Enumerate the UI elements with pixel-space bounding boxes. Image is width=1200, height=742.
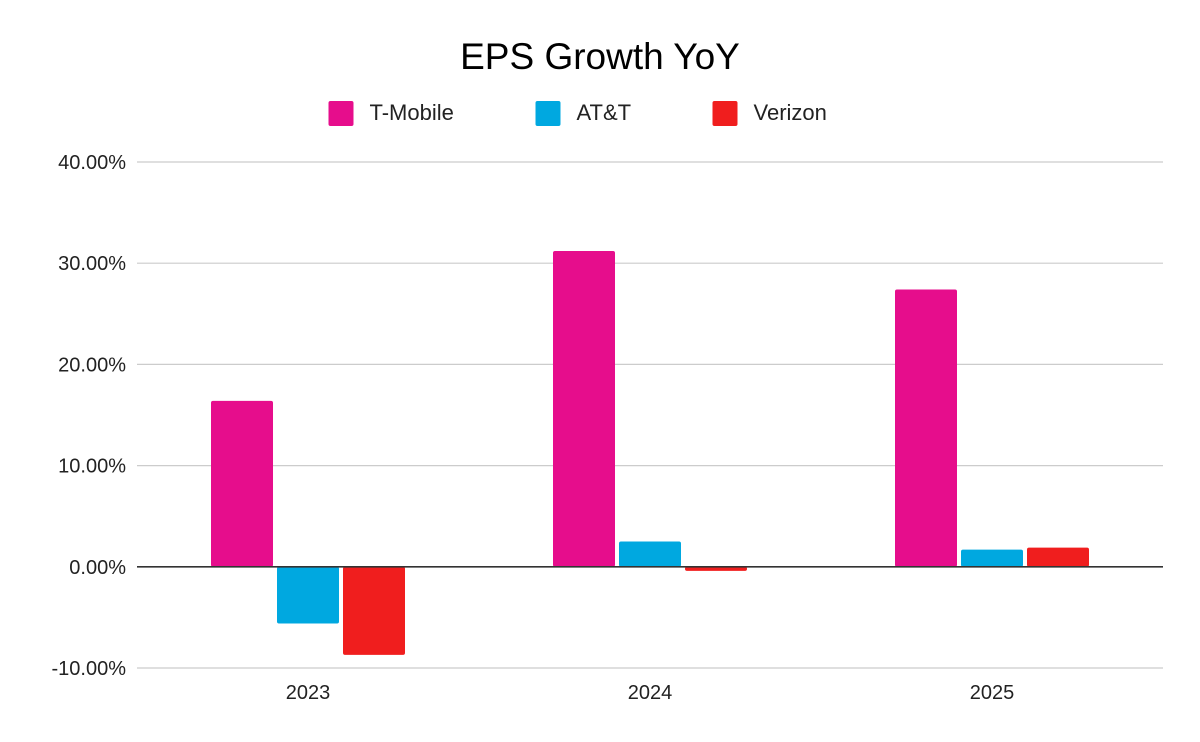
chart-title: EPS Growth YoY <box>460 36 740 77</box>
y-axis-tick-labels: 40.00% 30.00% 20.00% 10.00% 0.00% -10.00% <box>52 152 127 680</box>
bar-at-t-2024 <box>619 541 681 567</box>
bar-verizon-2023 <box>343 566 405 655</box>
bar-verizon-2024 <box>685 566 747 571</box>
bar-t-mobile-2024 <box>553 251 615 567</box>
bar-verizon-2025 <box>1027 547 1089 567</box>
x-axis-tick-labels: 2023 2024 2025 <box>286 682 1015 704</box>
x-tick-label: 2024 <box>628 682 673 704</box>
legend-label: AT&T <box>577 100 632 125</box>
gridlines <box>137 161 1163 669</box>
legend-swatch <box>712 101 738 126</box>
y-tick-label: 30.00% <box>58 253 126 275</box>
legend: T-Mobile AT&T Verizon <box>328 100 827 126</box>
legend-label: Verizon <box>754 100 827 125</box>
y-tick-label: 0.00% <box>69 557 126 579</box>
y-tick-label: 40.00% <box>58 152 126 174</box>
bar-at-t-2025 <box>961 549 1023 567</box>
y-tick-label: -10.00% <box>52 658 127 680</box>
x-tick-label: 2025 <box>970 682 1015 704</box>
legend-label: T-Mobile <box>370 100 454 125</box>
y-tick-label: 20.00% <box>58 354 126 376</box>
bar-t-mobile-2025 <box>895 289 957 567</box>
legend-swatch <box>535 101 561 126</box>
x-tick-label: 2023 <box>286 682 331 704</box>
bars <box>211 251 1089 655</box>
legend-swatch <box>328 101 354 126</box>
bar-t-mobile-2023 <box>211 400 273 567</box>
y-tick-label: 10.00% <box>58 456 126 478</box>
bar-at-t-2023 <box>277 566 339 624</box>
